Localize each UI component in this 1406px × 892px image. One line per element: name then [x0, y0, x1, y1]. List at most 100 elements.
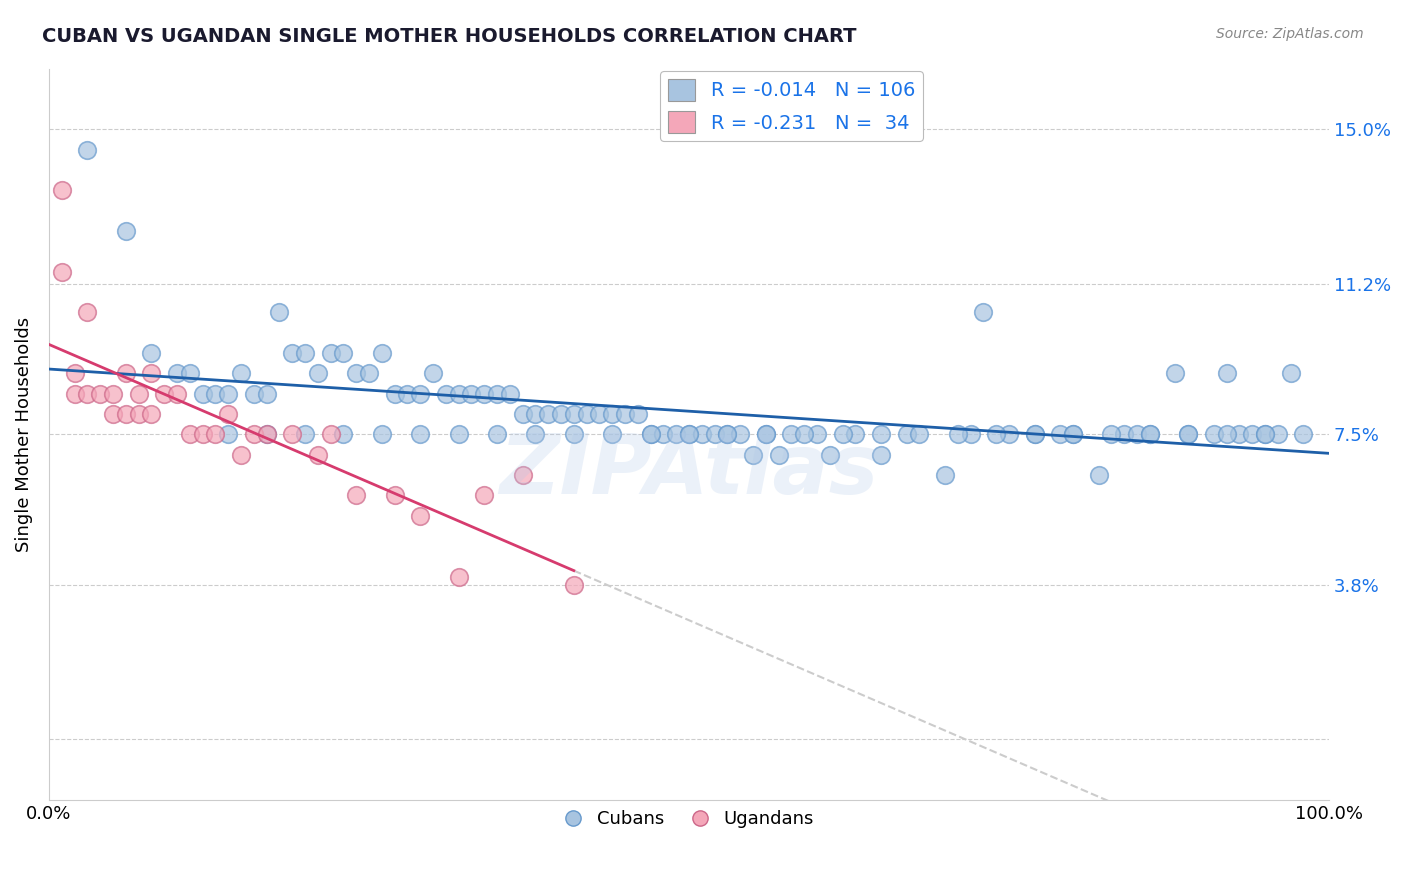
Point — [537, 407, 560, 421]
Point — [1229, 427, 1251, 442]
Point — [678, 427, 700, 442]
Point — [76, 386, 98, 401]
Point — [281, 346, 304, 360]
Point — [575, 407, 598, 421]
Point — [1164, 367, 1187, 381]
Point — [1292, 427, 1315, 442]
Point — [640, 427, 662, 442]
Point — [357, 367, 380, 381]
Point — [1099, 427, 1122, 442]
Point — [1215, 427, 1237, 442]
Point — [627, 407, 650, 421]
Point — [742, 448, 765, 462]
Point — [485, 386, 508, 401]
Point — [256, 427, 278, 442]
Point — [281, 427, 304, 442]
Point — [512, 468, 534, 483]
Point — [690, 427, 713, 442]
Point — [678, 427, 700, 442]
Point — [1114, 427, 1136, 442]
Point — [409, 508, 432, 523]
Point — [870, 448, 893, 462]
Point — [716, 427, 738, 442]
Point — [934, 468, 956, 483]
Point — [242, 427, 264, 442]
Point — [1177, 427, 1199, 442]
Point — [588, 407, 610, 421]
Point — [141, 407, 163, 421]
Point — [908, 427, 931, 442]
Point — [716, 427, 738, 442]
Y-axis label: Single Mother Households: Single Mother Households — [15, 317, 32, 552]
Point — [204, 386, 226, 401]
Point — [896, 427, 918, 442]
Point — [806, 427, 828, 442]
Point — [472, 488, 495, 502]
Point — [986, 427, 1008, 442]
Point — [972, 305, 994, 319]
Point — [217, 407, 239, 421]
Point — [1049, 427, 1071, 442]
Point — [472, 386, 495, 401]
Point — [1254, 427, 1277, 442]
Point — [166, 386, 188, 401]
Point — [153, 386, 176, 401]
Point — [434, 386, 457, 401]
Point — [946, 427, 969, 442]
Point — [499, 386, 522, 401]
Point — [703, 427, 725, 442]
Point — [1062, 427, 1084, 442]
Point — [128, 407, 150, 421]
Point — [959, 427, 981, 442]
Point — [485, 427, 508, 442]
Point — [101, 386, 124, 401]
Point — [269, 305, 291, 319]
Point — [63, 367, 86, 381]
Point — [1139, 427, 1161, 442]
Point — [550, 407, 572, 421]
Point — [447, 427, 470, 442]
Point — [1267, 427, 1289, 442]
Point — [652, 427, 675, 442]
Point — [600, 407, 623, 421]
Point — [728, 427, 751, 442]
Point — [396, 386, 419, 401]
Point — [384, 386, 406, 401]
Point — [524, 427, 547, 442]
Point — [51, 184, 73, 198]
Point — [204, 427, 226, 442]
Point — [256, 427, 278, 442]
Point — [844, 427, 866, 442]
Point — [179, 367, 201, 381]
Point — [768, 448, 790, 462]
Point — [870, 427, 893, 442]
Point — [1177, 427, 1199, 442]
Point — [141, 367, 163, 381]
Text: ZIPAtlas: ZIPAtlas — [499, 431, 879, 511]
Point — [319, 346, 342, 360]
Point — [793, 427, 815, 442]
Point — [128, 386, 150, 401]
Point — [141, 346, 163, 360]
Point — [562, 407, 585, 421]
Point — [217, 386, 239, 401]
Point — [319, 427, 342, 442]
Point — [755, 427, 778, 442]
Point — [1139, 427, 1161, 442]
Point — [998, 427, 1021, 442]
Point — [1254, 427, 1277, 442]
Point — [460, 386, 482, 401]
Point — [76, 143, 98, 157]
Point — [1126, 427, 1149, 442]
Point — [242, 386, 264, 401]
Point — [1024, 427, 1046, 442]
Point — [1024, 427, 1046, 442]
Point — [780, 427, 803, 442]
Point — [256, 386, 278, 401]
Point — [191, 427, 214, 442]
Point — [307, 448, 329, 462]
Point — [1241, 427, 1264, 442]
Point — [344, 367, 367, 381]
Point — [562, 578, 585, 592]
Point — [818, 448, 841, 462]
